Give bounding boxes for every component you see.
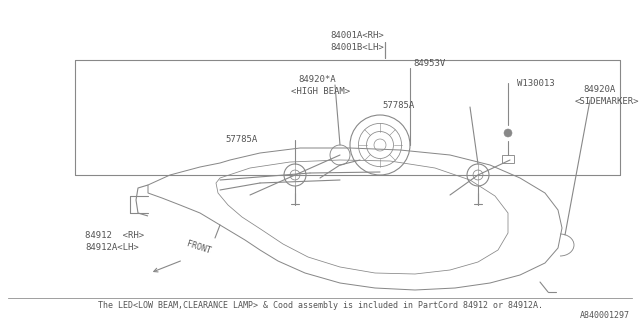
Text: 57785A: 57785A <box>382 100 414 109</box>
Text: <SIDEMARKER>: <SIDEMARKER> <box>575 98 639 107</box>
Text: FRONT: FRONT <box>185 240 212 256</box>
Text: 84912  <RH>: 84912 <RH> <box>85 230 144 239</box>
Text: 84920*A: 84920*A <box>298 76 335 84</box>
Text: 84001B<LH>: 84001B<LH> <box>330 43 384 52</box>
Text: 84001A<RH>: 84001A<RH> <box>330 30 384 39</box>
Text: 84953V: 84953V <box>413 59 445 68</box>
Text: 84920A: 84920A <box>583 85 615 94</box>
Text: 84912A<LH>: 84912A<LH> <box>85 244 139 252</box>
Text: 57785A: 57785A <box>225 135 257 145</box>
Text: The LED<LOW BEAM,CLEARANCE LAMP> & Cood assembly is included in PartCord 84912 o: The LED<LOW BEAM,CLEARANCE LAMP> & Cood … <box>97 301 543 310</box>
Text: <HIGH BEAM>: <HIGH BEAM> <box>291 87 350 97</box>
Text: W130013: W130013 <box>517 78 555 87</box>
Text: A840001297: A840001297 <box>580 311 630 320</box>
Circle shape <box>504 129 512 137</box>
